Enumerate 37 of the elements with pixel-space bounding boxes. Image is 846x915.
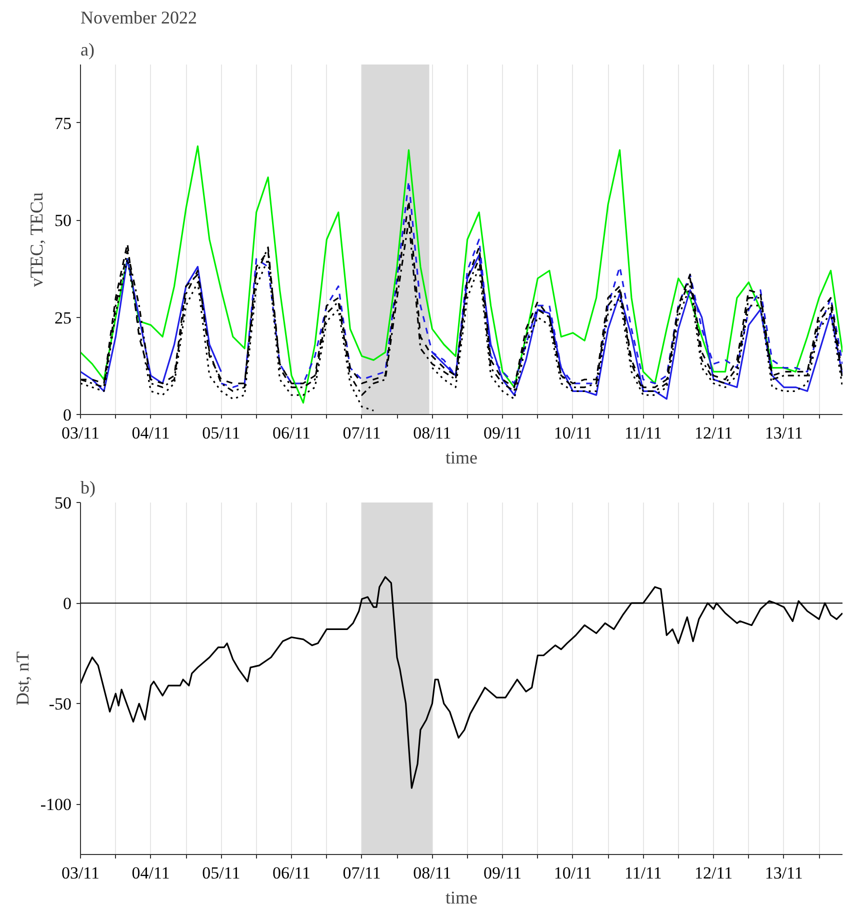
x-axis-title: time xyxy=(446,888,478,908)
x-tick-label: 08/11 xyxy=(413,864,452,882)
x-tick-label: 03/11 xyxy=(61,424,100,442)
y-axis-title: vTEC, TECu xyxy=(26,192,46,287)
y-axis-title: Dst, nT xyxy=(12,651,32,706)
x-tick-label: 11/11 xyxy=(624,424,662,442)
y-tick-label: -50 xyxy=(48,694,72,714)
x-tick-label: 04/11 xyxy=(132,864,170,882)
x-tick-label: 07/11 xyxy=(342,424,381,442)
x-tick-label: 10/11 xyxy=(554,424,592,442)
x-tick-label: 08/11 xyxy=(413,424,452,442)
x-tick-label: 04/11 xyxy=(132,424,170,442)
x-tick-label: 09/11 xyxy=(483,864,522,882)
y-tick-label: 0 xyxy=(63,594,72,614)
x-tick-label: 05/11 xyxy=(202,864,240,882)
x-tick-label: 06/11 xyxy=(272,864,311,882)
x-tick-label: 11/11 xyxy=(624,864,662,882)
x-tick-label: 13/11 xyxy=(764,424,803,442)
chart-title: November 2022 xyxy=(80,8,197,28)
y-tick-label: -100 xyxy=(40,795,72,814)
x-tick-label: 05/11 xyxy=(202,424,240,442)
y-tick-label: 0 xyxy=(63,406,72,424)
y-tick-label: 75 xyxy=(54,114,72,133)
y-tick-label: 50 xyxy=(54,211,72,230)
x-tick-label: 09/11 xyxy=(483,424,522,442)
x-tick-label: 10/11 xyxy=(554,864,592,882)
chart-title: b) xyxy=(80,478,96,498)
x-tick-label: 07/11 xyxy=(342,864,381,882)
y-tick-label: 50 xyxy=(54,494,72,512)
x-tick-label: 12/11 xyxy=(694,864,733,882)
y-tick-label: 25 xyxy=(54,308,72,328)
x-tick-label: 13/11 xyxy=(764,864,803,882)
x-tick-label: 06/11 xyxy=(272,424,311,442)
x-axis-title: time xyxy=(446,448,478,468)
chart-subtitle: a) xyxy=(80,40,94,60)
x-tick-label: 03/11 xyxy=(61,864,100,882)
x-tick-label: 12/11 xyxy=(694,424,733,442)
